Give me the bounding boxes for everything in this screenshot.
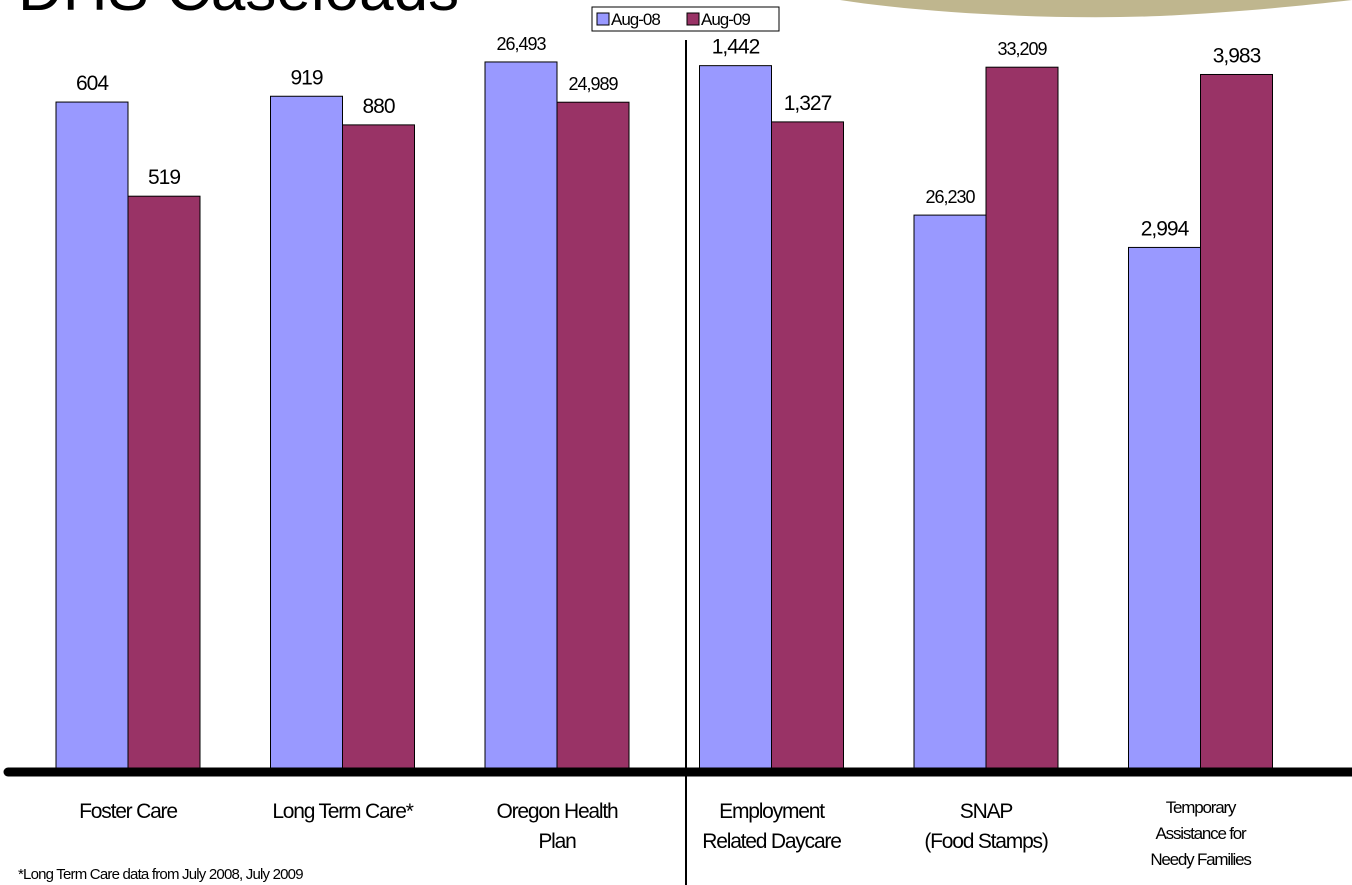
data-label: 26,493 [496,34,546,54]
page-title: DHS Caseloads [18,0,459,25]
category-label: Employment [719,800,825,823]
category-label: Temporary [1166,798,1237,817]
footnote: *Long Term Care data from July 2008, Jul… [18,866,304,883]
bar-aug09-2 [556,101,630,772]
data-label: 919 [290,66,322,89]
bar-aug09-5 [1200,73,1273,772]
decorative-swoosh [840,0,1352,18]
data-label: 519 [148,166,180,189]
data-label: 33,209 [997,39,1047,59]
bar-aug09-3 [771,121,844,772]
legend-swatch [686,12,700,26]
category-label: Related Daycare [702,830,841,853]
legend-swatch [596,12,610,26]
category-label: Oregon Health [497,800,619,823]
bar-aug08-5 [1128,246,1201,772]
legend-label: Aug-09 [701,10,750,29]
category-label: Assistance for [1156,824,1248,843]
legend-label: Aug-08 [611,10,660,29]
data-label: 880 [362,95,394,118]
category-label: Needy Families [1150,850,1251,869]
category-label: Foster Care [79,800,177,823]
bar-aug09-4 [985,66,1059,772]
data-label: 1,442 [712,36,760,59]
bar-aug08-3 [699,65,772,772]
data-label: 604 [76,72,109,95]
bar-aug08-0 [55,101,129,772]
legend-box [591,6,780,32]
bar-aug08-1 [270,95,343,772]
bar-aug09-0 [127,195,201,772]
category-label: Plan [538,830,576,853]
bar-aug08-2 [484,61,558,772]
data-label: 26,230 [925,187,975,207]
data-label: 24,989 [568,74,618,94]
category-label: (Food Stamps) [924,830,1047,853]
bar-aug08-4 [913,214,987,772]
category-label: Long Term Care* [272,800,413,823]
category-label: SNAP [960,800,1013,823]
data-label: 3,983 [1213,44,1261,67]
bar-aug09-1 [342,124,415,772]
data-label: 1,327 [784,92,832,115]
data-label: 2,994 [1141,217,1190,240]
